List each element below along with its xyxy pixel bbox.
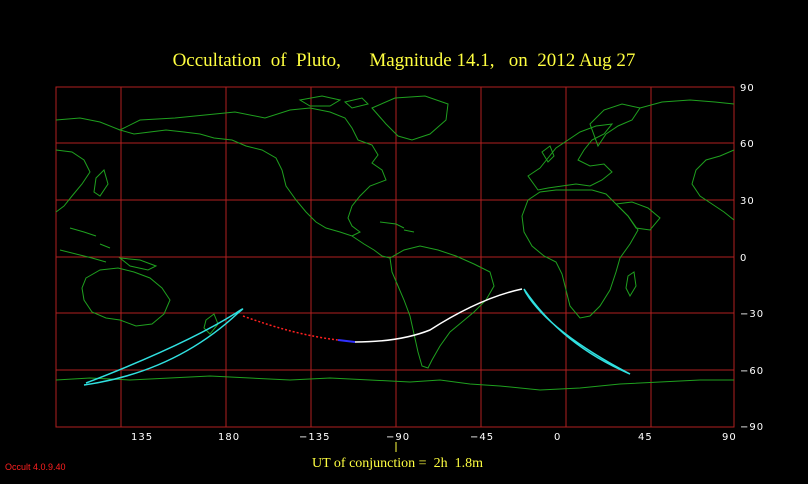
arabia-coast (614, 201, 661, 231)
y-tick-label: 30 (740, 196, 755, 207)
madagascar-coast (625, 271, 637, 298)
scandinavia-coast (589, 103, 641, 148)
y-tick-label: 90 (740, 83, 755, 94)
australia-coast (81, 267, 171, 327)
right-limit-curve (523, 288, 631, 375)
antarctica-coast (55, 375, 734, 391)
x-tick-label: −90 (386, 432, 410, 443)
south-america-coast (389, 245, 495, 369)
new-guinea-coast (118, 257, 158, 271)
y-tick-label: −60 (740, 366, 764, 377)
central-path-night (242, 315, 339, 341)
map-title: Occultation of Pluto, Magnitude 14.1, on… (172, 50, 636, 71)
ut-conjunction-label: UT of conjunction = 2h 1.8m (312, 456, 483, 471)
arctic-islands-coast (298, 95, 369, 109)
x-tick-label: −45 (470, 432, 494, 443)
y-tick-label: −30 (740, 309, 764, 320)
north-america-coast (118, 107, 387, 237)
central-path-day (354, 288, 523, 343)
africa-coast (521, 189, 639, 319)
asia-east-coast (639, 99, 735, 221)
latitude-gridlines (56, 142, 734, 371)
asia-west-coast (55, 117, 121, 213)
coastlines (55, 95, 735, 391)
british-isles-coast (541, 145, 555, 163)
x-tick-label: 90 (722, 432, 737, 443)
y-tick-label: −90 (740, 422, 764, 433)
left-limit-curve (83, 308, 244, 386)
europe-coast (527, 123, 614, 191)
x-tick-label: 180 (218, 432, 240, 443)
x-tick-label: 0 (554, 432, 561, 443)
software-version-label: Occult 4.0.9.40 (5, 462, 66, 472)
y-axis-labels: 90 60 30 0 −30 −60 −90 (740, 83, 764, 433)
y-tick-label: 60 (740, 139, 755, 150)
greenland-coast (371, 95, 449, 141)
new-zealand-coast (203, 313, 219, 335)
y-tick-label: 0 (740, 253, 747, 264)
indonesia-coast (59, 227, 111, 263)
x-tick-label: 135 (131, 432, 153, 443)
central-path-twilight (337, 339, 356, 343)
x-axis-labels: 135 180 −135 −90 −45 0 45 90 (131, 432, 737, 443)
japan-coast (93, 169, 109, 197)
central-america-coast (351, 235, 391, 259)
caribbean-coast (379, 221, 415, 233)
x-tick-label: 45 (638, 432, 653, 443)
x-tick-label: −135 (299, 432, 330, 443)
